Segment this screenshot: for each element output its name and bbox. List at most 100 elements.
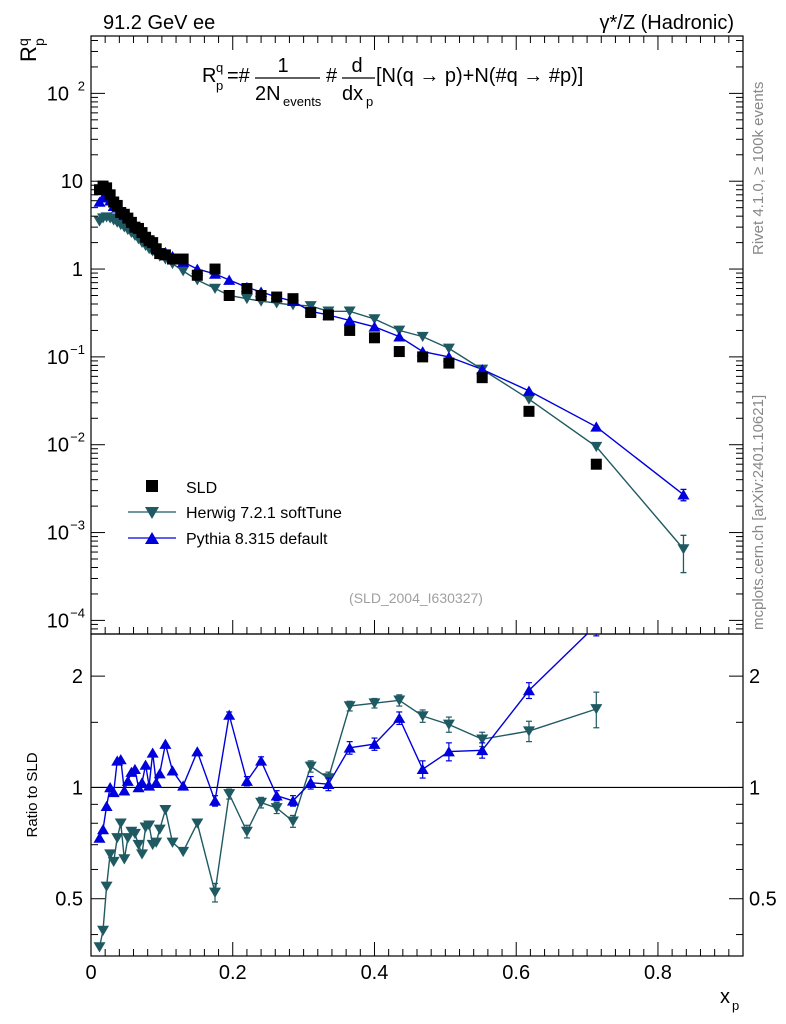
formula-eq: =# (227, 65, 251, 87)
herwig-ratio-point (416, 711, 429, 722)
pythia-ratio-point (368, 738, 381, 749)
sld-point (104, 189, 116, 201)
sld-point (241, 283, 253, 295)
pythia-ratio-point (393, 712, 406, 723)
sld-point (209, 263, 221, 275)
herwig-ratio-point (393, 695, 406, 706)
pythia-ratio-point (476, 744, 489, 756)
pythia-ratio-point (442, 746, 455, 757)
sld-point (191, 269, 203, 281)
pythia-point (677, 489, 690, 500)
sld-point (287, 293, 299, 305)
formula-lhs-sup: q (216, 60, 223, 75)
ratio-series-layer (93, 634, 603, 953)
sld-point (255, 289, 267, 301)
sld-point (476, 372, 488, 384)
pythia-point (393, 331, 406, 342)
main-y-label: R p q (15, 38, 47, 62)
pythia-point (368, 321, 381, 332)
herwig-point (343, 306, 356, 317)
main-y-tick-label: 10 (47, 83, 69, 105)
pythia-ratio-point (107, 786, 120, 798)
sld-point (167, 253, 178, 265)
herwig-point (522, 394, 535, 405)
x-label-base: x (720, 986, 730, 1008)
main-y-label-sub: p (31, 38, 47, 46)
main-y-tick-label: 10 (61, 171, 83, 193)
x-tick-label: 0.2 (219, 962, 247, 984)
formula-den1-sub: events (283, 94, 322, 109)
formula-den2: dx (342, 83, 363, 105)
pythia-point (343, 315, 356, 326)
herwig-ratio-point (114, 818, 127, 829)
main-series-layer (93, 180, 690, 574)
sld-point (590, 458, 602, 470)
herwig-ratio-point (111, 833, 124, 844)
legend-pythia-label: Pythia 8.315 default (186, 531, 328, 548)
main-y-tick-exponent: −1 (70, 342, 85, 357)
herwig-ratio-point (153, 824, 166, 835)
legend-pythia-marker (145, 532, 159, 544)
sld-point (305, 307, 317, 319)
main-y-tick-label: 1 (72, 259, 83, 281)
ratio-y-tick-label: 1 (72, 777, 83, 799)
herwig-ratio-point (590, 704, 603, 715)
formula-rhs: [N(q → p)+N(#q → #p)] (376, 65, 583, 87)
sld-point (177, 253, 189, 265)
pythia-ratio-point (150, 777, 163, 788)
pythia-point (590, 421, 603, 432)
formula-mid: # (326, 65, 338, 87)
sld-point (147, 237, 159, 249)
ratio-y-tick-label-right: 1 (749, 777, 760, 799)
ratio-y-label: Ratio to SLD (24, 752, 41, 837)
main-y-tick-exponent: −4 (70, 605, 85, 620)
herwig-ratio-point (166, 837, 179, 848)
pythia-ratio-point (286, 795, 299, 806)
sld-point (417, 351, 429, 363)
main-y-tick-exponent: 2 (78, 78, 85, 93)
pythia-ratio-point (121, 775, 134, 786)
main-y-tick-label: 10 (47, 435, 69, 457)
sld-point (223, 289, 235, 301)
ratio-y-tick-label-right: 2 (749, 666, 760, 688)
header-left: 91.2 GeV ee (103, 12, 215, 34)
herwig-ratio-point (159, 804, 172, 816)
herwig-ratio-point (100, 881, 113, 892)
herwig-point (177, 266, 190, 277)
pythia-ratio-point (128, 763, 141, 775)
pythia-ratio-point (97, 823, 110, 835)
herwig-ratio-point (132, 839, 145, 851)
herwig-ratio-point (107, 856, 120, 868)
herwig-ratio-point (223, 789, 236, 800)
pythia-ratio-point (143, 780, 156, 791)
main-y-label-base: R (16, 46, 41, 62)
ratio-y-tick-label-right: 0.5 (749, 889, 777, 911)
pythia-ratio-point (114, 754, 127, 765)
sld-point (443, 357, 455, 369)
herwig-ratio-point (442, 719, 455, 730)
formula-num2: d (351, 55, 362, 77)
pythia-ratio-point (93, 832, 106, 843)
pythia-ratio-point (209, 795, 222, 806)
herwig-ratio-point (240, 826, 253, 837)
pythia-ratio-point (159, 738, 172, 749)
pythia-ratio-point (191, 746, 204, 757)
herwig-point (590, 441, 603, 453)
side-mcplots-label: mcplots.cern.ch [arXiv:2401.10621] (750, 395, 767, 630)
header-right: γ*/Z (Hadronic) (600, 12, 734, 34)
main-y-tick-exponent: −3 (70, 518, 85, 533)
x-tick-label: 0 (85, 962, 96, 984)
herwig-ratio-point (143, 820, 156, 831)
main-y-tick-label: 10 (47, 523, 69, 545)
sld-point (111, 199, 123, 211)
ratio-y-tick-label: 0.5 (55, 889, 83, 911)
herwig-ratio-point (476, 734, 489, 745)
sld-point (523, 405, 535, 417)
pythia-ratio-point (322, 778, 335, 790)
x-tick-label: 0.4 (361, 962, 389, 984)
herwig-ratio-point (304, 761, 317, 772)
pythia-ratio-point (223, 709, 236, 720)
sld-point (322, 309, 334, 321)
herwig-ratio-point (104, 849, 117, 860)
